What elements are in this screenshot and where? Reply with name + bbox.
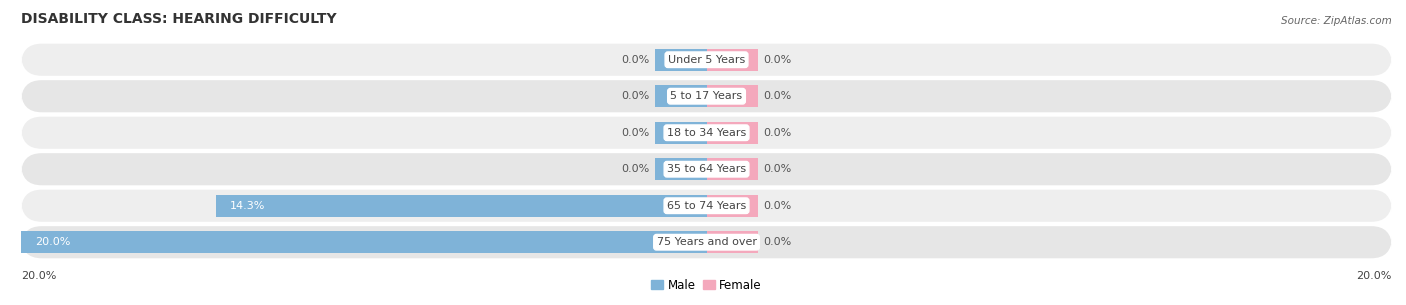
Text: 65 to 74 Years: 65 to 74 Years [666,201,747,211]
FancyBboxPatch shape [21,153,1392,185]
Text: 0.0%: 0.0% [763,237,792,247]
Text: 5 to 17 Years: 5 to 17 Years [671,91,742,101]
Text: Source: ZipAtlas.com: Source: ZipAtlas.com [1281,16,1392,26]
Legend: Male, Female: Male, Female [647,274,766,296]
Bar [707,85,758,107]
Bar [21,231,707,253]
FancyBboxPatch shape [21,117,1392,149]
Text: 0.0%: 0.0% [621,55,650,65]
Bar [217,195,707,217]
Bar [707,49,758,71]
Text: 0.0%: 0.0% [763,164,792,174]
Text: 20.0%: 20.0% [35,237,70,247]
Bar [707,158,758,180]
Bar [655,122,707,144]
Text: 0.0%: 0.0% [621,164,650,174]
Text: 0.0%: 0.0% [763,128,792,138]
Text: 0.0%: 0.0% [763,201,792,211]
FancyBboxPatch shape [21,44,1392,76]
Text: Under 5 Years: Under 5 Years [668,55,745,65]
Text: 0.0%: 0.0% [621,128,650,138]
Text: 35 to 64 Years: 35 to 64 Years [666,164,747,174]
Text: 0.0%: 0.0% [763,55,792,65]
Bar [655,85,707,107]
Text: 20.0%: 20.0% [21,271,56,281]
Text: 14.3%: 14.3% [231,201,266,211]
Bar [655,49,707,71]
Bar [655,158,707,180]
FancyBboxPatch shape [21,80,1392,112]
Text: 75 Years and over: 75 Years and over [657,237,756,247]
Text: DISABILITY CLASS: HEARING DIFFICULTY: DISABILITY CLASS: HEARING DIFFICULTY [21,12,336,26]
Text: 0.0%: 0.0% [763,91,792,101]
FancyBboxPatch shape [21,190,1392,222]
Text: 18 to 34 Years: 18 to 34 Years [666,128,747,138]
Text: 0.0%: 0.0% [621,91,650,101]
Bar [707,231,758,253]
Bar [707,122,758,144]
Bar [707,195,758,217]
FancyBboxPatch shape [21,226,1392,258]
Text: 20.0%: 20.0% [1357,271,1392,281]
